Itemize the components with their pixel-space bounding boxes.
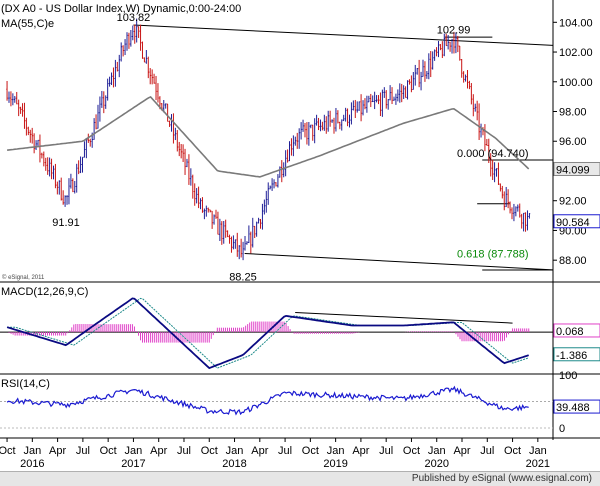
x-month-label: Jul — [76, 445, 90, 457]
price-annotation: 91.91 — [52, 217, 80, 229]
x-month-label: Jan — [529, 445, 547, 457]
upper-trendline — [133, 24, 554, 46]
price-annotation: 103.82 — [117, 12, 151, 24]
y-tick-label: 88.00 — [559, 255, 587, 267]
x-year-label: 2017 — [121, 458, 145, 470]
ma-value-label: 94.099 — [556, 164, 590, 176]
rsi-tick-label: 0 — [559, 423, 565, 435]
x-month-label: Apr — [49, 445, 66, 457]
y-tick-label: 96.00 — [559, 136, 587, 148]
x-month-label: Jul — [278, 445, 292, 457]
rsi-title: RSI(14,C) — [1, 378, 50, 390]
x-month-label: Apr — [453, 445, 470, 457]
footer-credit: Published by eSignal (www.esignal.com) — [411, 473, 592, 484]
x-month-label: Jan — [327, 445, 345, 457]
y-tick-label: 98.00 — [559, 107, 587, 119]
macd-value-label: -1.386 — [556, 350, 587, 362]
x-month-label: Apr — [352, 445, 369, 457]
x-month-label: Jan — [23, 445, 41, 457]
y-tick-label: 100.00 — [559, 77, 593, 89]
x-month-label: Apr — [150, 445, 167, 457]
y-tick-label: 102.00 — [559, 47, 593, 59]
x-year-label: 2016 — [20, 458, 44, 470]
chart-title: (DX A0 - US Dollar Index,W) Dynamic,0:00… — [1, 3, 241, 15]
x-year-label: 2021 — [526, 458, 550, 470]
x-month-label: Oct — [504, 445, 521, 457]
x-month-label: Jul — [379, 445, 393, 457]
fib-label-0618: 0.618 (87.788) — [457, 248, 529, 260]
lower-trendline — [244, 252, 554, 271]
y-tick-label: 104.00 — [559, 17, 593, 29]
macd-trendline — [295, 311, 513, 324]
macd-signal-line — [7, 297, 529, 369]
x-month-label: Jul — [177, 445, 191, 457]
macd-hist-tag — [553, 323, 600, 338]
rsi-line — [6, 385, 529, 416]
price-annotation: 102.99 — [437, 24, 471, 36]
macd-hist-label: 0.068 — [556, 326, 584, 338]
macd-value-tag — [553, 347, 600, 362]
x-month-label: Oct — [403, 445, 420, 457]
x-month-label: Apr — [251, 445, 268, 457]
y-tick-label: 90.00 — [559, 225, 587, 237]
price-annotation: 88.25 — [229, 271, 257, 283]
footer-bar: Published by eSignal (www.esignal.com) — [0, 471, 600, 486]
ma-legend-label: MA(55,C)e — [1, 18, 54, 30]
copyright-label: © eSignal, 2011 — [2, 274, 45, 281]
chart-canvas: 104.00102.00100.0098.0096.0094.0092.0090… — [0, 0, 600, 470]
ma-55-line — [6, 96, 530, 178]
price-value-tag — [553, 214, 600, 229]
x-month-label: Jul — [480, 445, 494, 457]
x-month-label: Oct — [302, 445, 319, 457]
price-value-label: 90.584 — [556, 217, 590, 229]
x-month-label: Jan — [226, 445, 244, 457]
y-tick-label: 92.00 — [559, 196, 587, 208]
x-month-label: Jan — [428, 445, 446, 457]
x-month-label: Oct — [201, 445, 218, 457]
x-month-label: Oct — [0, 445, 16, 457]
x-year-label: 2018 — [222, 458, 246, 470]
rsi-tick-label: 100 — [559, 370, 577, 382]
fib-label-0000: 0.000 (94.740) — [457, 148, 529, 160]
rsi-value-tag — [553, 399, 600, 414]
x-year-label: 2019 — [323, 458, 347, 470]
macd-title: MACD(12,26,9,C) — [1, 286, 88, 298]
x-year-label: 2020 — [424, 458, 448, 470]
rsi-value-label: 39.488 — [556, 402, 590, 414]
ma-value-tag — [553, 161, 600, 176]
macd-line — [6, 297, 529, 370]
x-month-label: Oct — [100, 445, 117, 457]
x-month-label: Jan — [125, 445, 143, 457]
